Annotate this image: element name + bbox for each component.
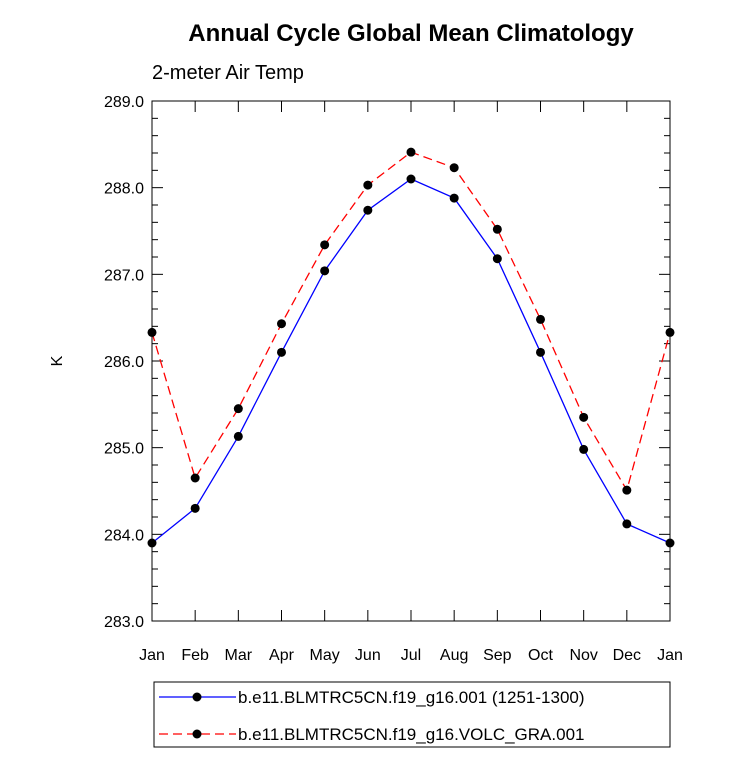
legend-label-1: b.e11.BLMTRC5CN.f19_g16.001 (1251-1300)	[238, 688, 585, 707]
y-tick-label: 288.0	[104, 181, 144, 198]
y-tick-label: 289.0	[104, 94, 144, 111]
data-point-series-1	[233, 431, 243, 441]
data-point-series-1	[579, 444, 589, 454]
data-point-series-2	[449, 163, 459, 173]
data-point-series-2	[320, 240, 330, 250]
x-tick-label: Nov	[569, 647, 597, 664]
x-tick-label: Feb	[181, 647, 209, 664]
x-tick-label: Jan	[657, 647, 683, 664]
legend-marker-2	[192, 729, 202, 739]
series-lines	[151, 151, 671, 544]
data-point-series-2	[277, 319, 286, 329]
x-tick-label: Jan	[139, 647, 165, 664]
x-tick-label: Aug	[440, 647, 468, 664]
y-tick-label: 286.0	[104, 354, 144, 371]
y-tick-label: 284.0	[104, 527, 144, 544]
chart-subtitle: 2-meter Air Temp	[152, 62, 304, 84]
x-tick-label: Mar	[225, 647, 253, 664]
data-point-series-1	[320, 266, 330, 276]
data-point-series-1	[492, 254, 502, 264]
y-tick-label: 287.0	[104, 267, 144, 284]
y-tick-labels: 283.0 284.0 285.0 286.0 287.0 288.0 289.0	[104, 94, 144, 631]
series-line-1	[151, 178, 671, 544]
data-point-series-1	[147, 538, 157, 548]
data-point-series-1	[406, 174, 416, 184]
x-tick-label: Apr	[269, 647, 295, 664]
data-point-series-2	[147, 327, 157, 337]
data-point-series-1	[277, 347, 286, 357]
data-point-series-1	[449, 193, 459, 203]
data-point-series-2	[536, 314, 545, 324]
data-point-series-2	[622, 485, 632, 495]
legend-marker-1	[192, 692, 202, 702]
data-point-series-2	[492, 224, 502, 234]
data-point-series-2	[665, 327, 675, 337]
x-tick-labels: Jan Feb Mar Apr May Jun Jul Aug Sep Oct Nov Dec Jan	[139, 647, 683, 664]
legend-box	[153, 681, 671, 748]
x-tick-label: Jun	[355, 647, 381, 664]
x-tick-label: Dec	[613, 647, 641, 664]
data-point-series-2	[363, 180, 373, 190]
legend-label-2: b.e11.BLMTRC5CN.f19_g16.VOLC_GRA.001	[238, 725, 584, 744]
chart-title: Annual Cycle Global Mean Climatology	[188, 20, 634, 47]
series-markers	[147, 147, 675, 548]
data-point-series-2	[406, 147, 416, 157]
data-point-series-1	[622, 519, 632, 529]
data-point-series-1	[536, 347, 545, 357]
y-tick-label: 285.0	[104, 441, 144, 458]
data-point-series-1	[665, 538, 675, 548]
x-tick-label: Jul	[401, 647, 421, 664]
x-tick-label: Oct	[528, 647, 553, 664]
x-tick-label: May	[310, 647, 340, 664]
legend: b.e11.BLMTRC5CN.f19_g16.001 (1251-1300) b…	[159, 688, 585, 744]
data-point-series-2	[233, 404, 243, 414]
data-point-series-1	[363, 205, 373, 215]
series-line-2	[151, 151, 671, 492]
axis-ticks	[151, 100, 671, 622]
y-axis-label: K	[49, 355, 66, 366]
data-point-series-1	[190, 503, 200, 513]
data-point-series-2	[190, 473, 200, 483]
y-tick-label: 283.0	[104, 614, 144, 631]
x-tick-label: Sep	[483, 647, 512, 664]
data-point-series-2	[579, 412, 589, 422]
